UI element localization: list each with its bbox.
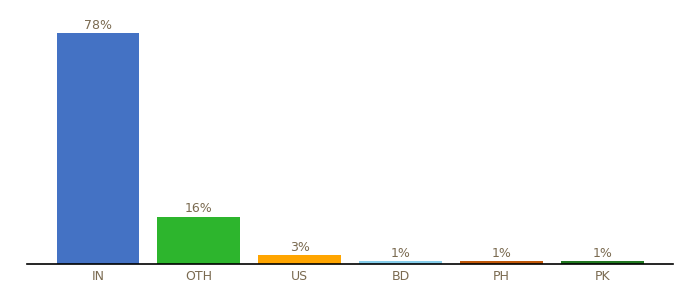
- Text: 78%: 78%: [84, 19, 112, 32]
- Text: 3%: 3%: [290, 241, 309, 254]
- Bar: [158, 217, 240, 264]
- Text: 1%: 1%: [592, 247, 613, 260]
- Text: 16%: 16%: [185, 202, 213, 215]
- Bar: [359, 261, 442, 264]
- Text: 1%: 1%: [391, 247, 411, 260]
- Bar: [56, 33, 139, 264]
- Bar: [460, 261, 543, 264]
- Bar: [258, 255, 341, 264]
- Bar: [561, 261, 644, 264]
- Text: 1%: 1%: [492, 247, 511, 260]
